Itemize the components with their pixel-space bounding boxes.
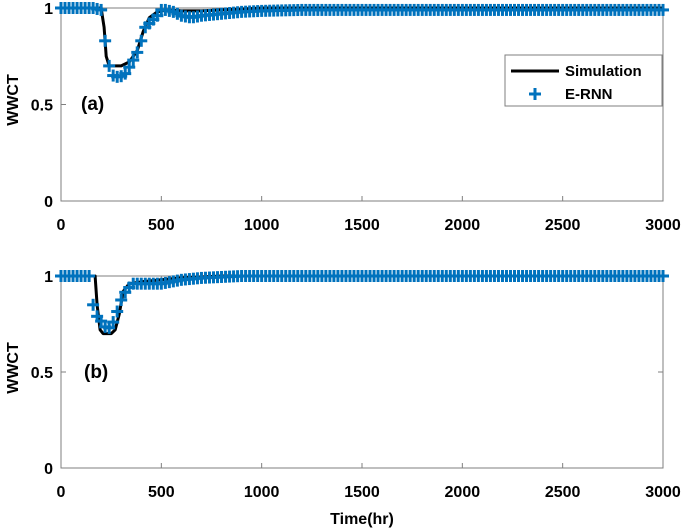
x-tick-label: 1500 <box>344 217 380 234</box>
legend: Simulation E-RNN <box>504 54 663 107</box>
x-tick-label: 1000 <box>244 484 280 501</box>
plot-area <box>60 275 664 469</box>
panel-label-b: (b) <box>84 362 108 383</box>
y-axis-title-b: WWCT <box>5 342 22 394</box>
x-tick-label: 2500 <box>545 217 581 234</box>
y-tick-label: 1 <box>44 269 53 286</box>
x-tick-label: 0 <box>57 217 66 234</box>
legend-ernn-plus-icon <box>529 88 541 100</box>
y-tick-label: 0 <box>44 194 53 211</box>
y-tick-label: 1 <box>44 1 53 18</box>
x-tick-label: 3000 <box>645 217 681 234</box>
ernn-markers <box>55 270 669 334</box>
x-tick-label: 0 <box>57 484 66 501</box>
x-tick-label: 1000 <box>244 217 280 234</box>
legend-simulation-label: Simulation <box>565 63 642 80</box>
panel-b-plot: 0 500 1000 1500 2000 2500 3000 0 0.5 1 <box>31 269 681 501</box>
y-tick-label: 0.5 <box>31 365 53 382</box>
y-tick-label: 0 <box>44 461 53 478</box>
x-tick-label: 2000 <box>445 484 481 501</box>
x-tick-label: 500 <box>148 217 175 234</box>
x-tick-label: 2500 <box>545 484 581 501</box>
x-axis-title: Time(hr) <box>330 511 394 528</box>
legend-ernn-label: E-RNN <box>565 86 613 103</box>
x-tick-label: 1500 <box>344 484 380 501</box>
ernn-markers <box>55 2 669 83</box>
legend-box <box>504 54 663 107</box>
x-tick-label: 500 <box>148 484 175 501</box>
panel-label-a: (a) <box>81 94 104 115</box>
y-axis-title-a: WWCT <box>5 74 22 126</box>
x-tick-label: 2000 <box>445 217 481 234</box>
y-tick-label: 0.5 <box>31 98 53 115</box>
panel-a-plot: 0 500 1000 1500 2000 2500 3000 0 0.5 1 <box>31 1 681 234</box>
x-tick-label: 3000 <box>645 484 681 501</box>
